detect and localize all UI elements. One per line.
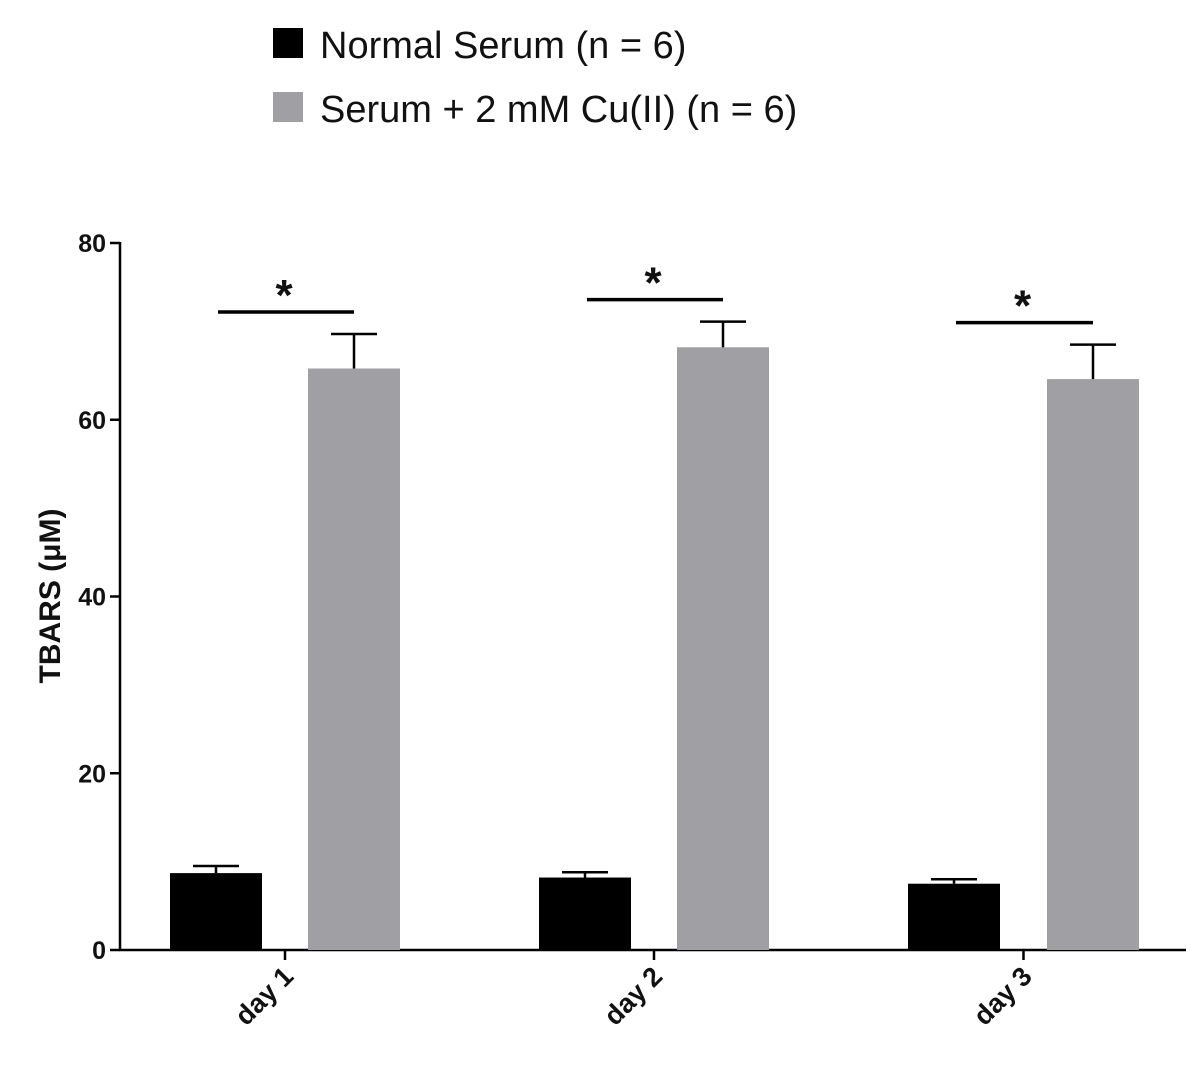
legend-label-normal-serum: Normal Serum (n = 6) bbox=[320, 25, 686, 67]
x-tick-label: day 3 bbox=[968, 961, 1038, 1031]
x-tick-label: day 2 bbox=[598, 961, 668, 1031]
y-tick-label: 0 bbox=[92, 937, 106, 965]
error-bars bbox=[193, 320, 1116, 884]
bar-normal-serum-3 bbox=[908, 883, 1000, 950]
y-tick-label: 40 bbox=[78, 584, 106, 612]
bar-serum-cu-2 bbox=[677, 347, 769, 951]
bar-normal-serum-1 bbox=[170, 873, 262, 950]
y-tick-label: 60 bbox=[78, 407, 106, 435]
bar-serum-cu-1 bbox=[308, 368, 400, 950]
legend: Normal Serum (n = 6) Serum + 2 mM Cu(II)… bbox=[273, 25, 797, 131]
legend-swatch-serum-cu bbox=[273, 92, 303, 122]
significance-star: * bbox=[644, 259, 662, 308]
significance-star: * bbox=[1014, 282, 1032, 331]
bars bbox=[170, 347, 1139, 951]
y-axis: 0 20 40 60 80 bbox=[78, 230, 122, 965]
y-axis-title: TBARS (μM) bbox=[34, 509, 67, 684]
y-tick-label: 80 bbox=[78, 230, 106, 258]
significance-markers: * * * bbox=[218, 259, 1093, 331]
x-tick-label: day 1 bbox=[229, 961, 299, 1031]
legend-swatch-normal-serum bbox=[273, 28, 303, 58]
x-axis: day 1 day 2 day 3 bbox=[119, 948, 1186, 1031]
legend-label-serum-cu: Serum + 2 mM Cu(II) (n = 6) bbox=[320, 89, 797, 131]
y-tick-label: 20 bbox=[78, 760, 106, 788]
bar-normal-serum-2 bbox=[539, 877, 631, 950]
bar-serum-cu-3 bbox=[1047, 379, 1139, 950]
significance-star: * bbox=[275, 271, 293, 320]
